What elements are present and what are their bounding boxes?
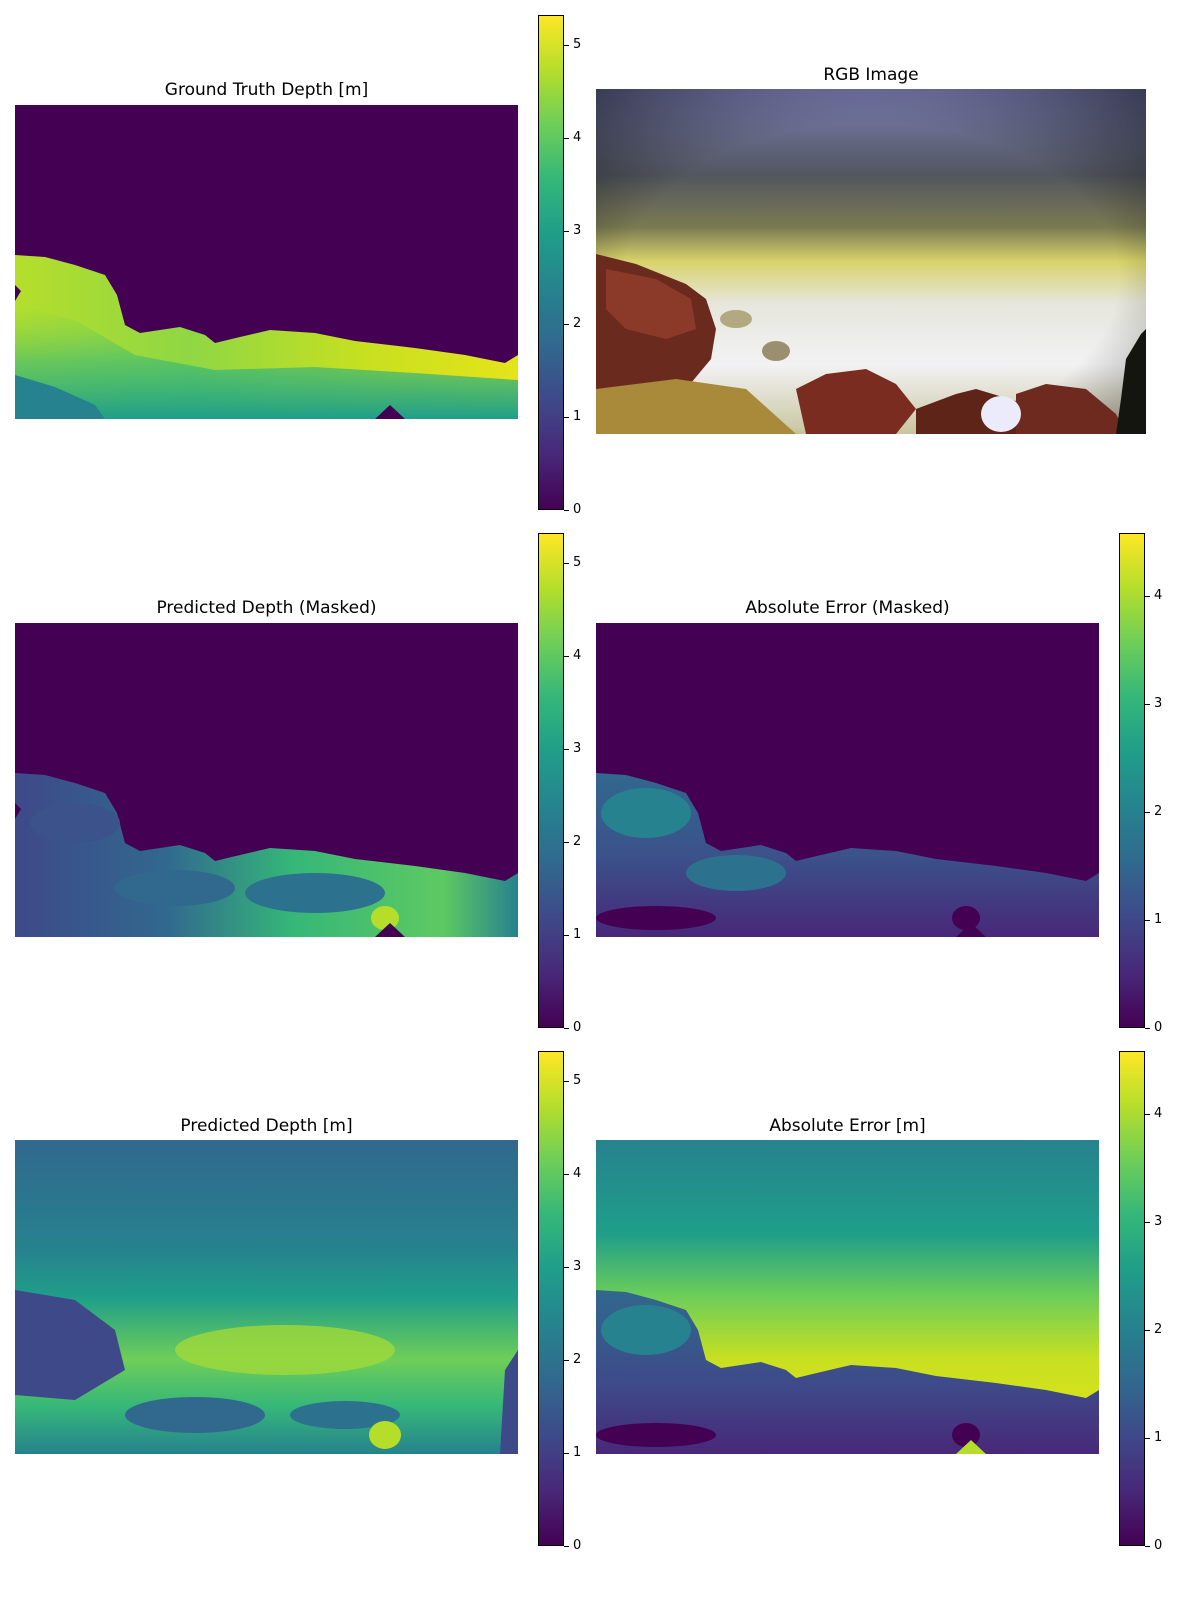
- cbar-tick: 2: [1144, 804, 1163, 819]
- cbar-tick: 0: [563, 1538, 582, 1553]
- err-masked-colorbar: [1119, 533, 1145, 1028]
- cbar-tick: 4: [563, 1166, 582, 1181]
- cbar-tick: 3: [1144, 1214, 1163, 1229]
- rgb-image: [596, 89, 1146, 434]
- cbar-tick: 4: [563, 648, 582, 663]
- cbar-tick: 1: [563, 927, 582, 942]
- pred-masked-colorbar: [538, 533, 564, 1028]
- cbar-tick: 0: [563, 1020, 582, 1035]
- panel-title-pred-masked: Predicted Depth (Masked): [156, 598, 377, 618]
- panel-title-abs-error: Absolute Error [m]: [769, 1116, 926, 1136]
- panel-title-err-masked: Absolute Error (Masked): [745, 598, 950, 618]
- cbar-tick: 3: [1144, 696, 1163, 711]
- cbar-tick: 2: [563, 316, 582, 331]
- err-masked-heatmap: [596, 623, 1099, 937]
- cbar-tick: 4: [1144, 588, 1163, 603]
- cbar-tick: 4: [563, 130, 582, 145]
- cbar-tick: 0: [1144, 1020, 1163, 1035]
- cbar-tick: 1: [563, 409, 582, 424]
- cbar-tick: 2: [563, 1352, 582, 1367]
- panel-title-gt-depth: Ground Truth Depth [m]: [164, 80, 369, 100]
- cbar-tick: 3: [563, 223, 582, 238]
- abs-error-colorbar: [1119, 1051, 1145, 1546]
- cbar-tick: 3: [563, 741, 582, 756]
- cbar-tick: 3: [563, 1259, 582, 1274]
- cbar-tick: 5: [563, 37, 582, 52]
- panel-title-pred-depth: Predicted Depth [m]: [180, 1116, 353, 1136]
- panel-title-rgb: RGB Image: [823, 65, 919, 85]
- cbar-tick: 2: [1144, 1322, 1163, 1337]
- cbar-tick: 5: [563, 555, 582, 570]
- cbar-tick: 5: [563, 1073, 582, 1088]
- cbar-tick: 0: [563, 502, 582, 517]
- cbar-tick: 1: [1144, 1430, 1163, 1445]
- gt-depth-colorbar: [538, 15, 564, 510]
- cbar-tick: 0: [1144, 1538, 1163, 1553]
- pred-depth-heatmap: [15, 1140, 518, 1454]
- pred-masked-heatmap: [15, 623, 518, 937]
- cbar-tick: 1: [563, 1445, 582, 1460]
- abs-error-heatmap: [596, 1140, 1099, 1454]
- gt-depth-heatmap: [15, 105, 518, 419]
- pred-depth-colorbar: [538, 1051, 564, 1546]
- cbar-tick: 2: [563, 834, 582, 849]
- cbar-tick: 4: [1144, 1106, 1163, 1121]
- cbar-tick: 1: [1144, 912, 1163, 927]
